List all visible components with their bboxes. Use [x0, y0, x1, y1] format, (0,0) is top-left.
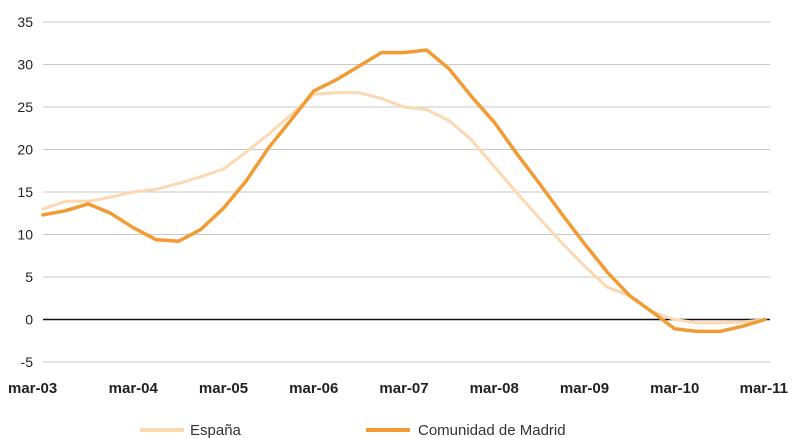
y-tick-label: 15	[17, 184, 33, 200]
gridlines	[43, 21, 770, 363]
series-line-comunidad-de-madrid	[41, 48, 767, 334]
legend-label-comunidad-de-madrid: Comunidad de Madrid	[418, 422, 566, 438]
y-tick-label: 35	[17, 14, 33, 30]
legend-label-espana: España	[190, 422, 242, 438]
x-tick-label: mar-05	[199, 380, 248, 397]
x-tick-label: mar-06	[289, 380, 338, 397]
y-axis: 35 30 25 20 15 10 5 0 -5	[17, 14, 33, 370]
y-tick-label: 0	[25, 312, 33, 328]
y-tick-label: 30	[17, 57, 33, 73]
x-tick-label: mar-07	[379, 380, 428, 397]
x-tick-label: mar-10	[650, 380, 699, 397]
x-tick-label: mar-08	[470, 380, 519, 397]
series-line-espana	[41, 91, 767, 325]
x-axis: mar-03 mar-04 mar-05 mar-06 mar-07 mar-08 mar-…	[8, 380, 788, 397]
x-tick-label: mar-04	[109, 380, 159, 397]
legend: España Comunidad de Madrid	[140, 422, 566, 438]
y-tick-label: 5	[25, 269, 33, 285]
y-tick-label: 25	[17, 99, 33, 115]
x-tick-label: mar-09	[560, 380, 609, 397]
x-tick-label: mar-11	[740, 380, 788, 397]
series-lines	[41, 48, 767, 334]
y-tick-label: 20	[17, 142, 33, 158]
y-tick-label: -5	[21, 354, 34, 370]
y-tick-label: 10	[17, 227, 33, 243]
x-tick-label: mar-03	[8, 380, 57, 397]
